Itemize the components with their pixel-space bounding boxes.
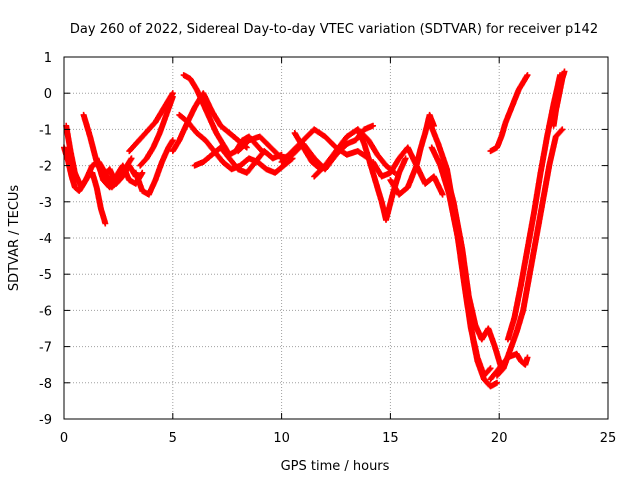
y-tick-label: -8 (39, 377, 52, 392)
data-point-markers (137, 93, 176, 169)
series-track-g (137, 93, 176, 169)
series-track-y (487, 72, 531, 155)
x-tick-label: 15 (382, 431, 399, 446)
series-track-r (387, 111, 437, 198)
series-track-q (370, 144, 446, 198)
chart-title: Day 260 of 2022, Sidereal Day-to-day VTE… (70, 22, 598, 37)
series-track-u (441, 166, 505, 372)
series-track-z (550, 68, 568, 129)
x-tick-label: 0 (60, 431, 68, 446)
y-tick-label: -3 (39, 196, 52, 211)
y-tick-label: -6 (39, 304, 52, 319)
x-tick-label: 5 (169, 431, 177, 446)
data-point-markers (487, 72, 531, 155)
data-point-markers (370, 144, 446, 198)
x-tick-label: 25 (600, 431, 617, 446)
y-tick-label: 1 (44, 51, 52, 66)
y-axis-label: SDTVAR / TECUs (7, 185, 22, 292)
data-points (61, 68, 568, 390)
data-point-markers (441, 166, 505, 372)
series-track-k (191, 144, 285, 176)
y-tick-label: -4 (39, 232, 52, 247)
y-tick-label: -5 (39, 268, 52, 283)
data-point-markers (504, 72, 564, 343)
data-point-markers (494, 126, 566, 379)
y-tick-label: -9 (39, 413, 52, 428)
data-point-markers (387, 111, 437, 198)
series-track-e (132, 137, 176, 198)
x-tick-label: 10 (273, 431, 290, 446)
data-point-markers (550, 68, 568, 129)
series-track-w (494, 126, 566, 379)
data-point-markers (191, 144, 285, 176)
y-tick-label: -2 (39, 160, 52, 175)
y-tick-label: 0 (44, 87, 52, 102)
data-point-markers (132, 137, 176, 198)
x-tick-label: 20 (491, 431, 508, 446)
y-tick-label: -7 (39, 341, 52, 356)
x-axis-label: GPS time / hours (281, 459, 390, 474)
series-track-x (504, 72, 564, 343)
y-tick-label: -1 (39, 123, 52, 138)
